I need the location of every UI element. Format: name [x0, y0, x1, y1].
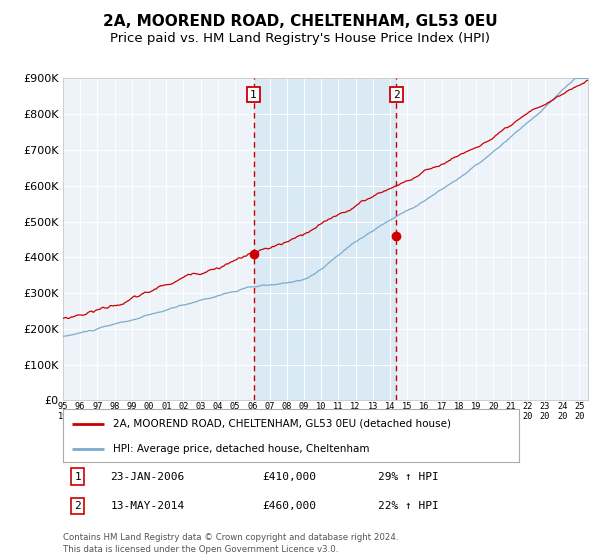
Bar: [254, 78, 397, 400]
Text: 1: 1: [250, 90, 257, 100]
Text: 2: 2: [74, 501, 81, 511]
Text: 2A, MOOREND ROAD, CHELTENHAM, GL53 0EU (detached house): 2A, MOOREND ROAD, CHELTENHAM, GL53 0EU (…: [113, 419, 451, 429]
Text: Price paid vs. HM Land Registry's House Price Index (HPI): Price paid vs. HM Land Registry's House …: [110, 32, 490, 45]
Text: 23-JAN-2006: 23-JAN-2006: [110, 472, 185, 482]
Text: 22% ↑ HPI: 22% ↑ HPI: [378, 501, 439, 511]
Text: HPI: Average price, detached house, Cheltenham: HPI: Average price, detached house, Chel…: [113, 444, 370, 454]
Text: £460,000: £460,000: [263, 501, 317, 511]
Text: £410,000: £410,000: [263, 472, 317, 482]
Text: 1: 1: [74, 472, 81, 482]
Text: 2: 2: [393, 90, 400, 100]
Text: 2A, MOOREND ROAD, CHELTENHAM, GL53 0EU: 2A, MOOREND ROAD, CHELTENHAM, GL53 0EU: [103, 14, 497, 29]
Text: This data is licensed under the Open Government Licence v3.0.: This data is licensed under the Open Gov…: [63, 545, 338, 554]
Text: Contains HM Land Registry data © Crown copyright and database right 2024.: Contains HM Land Registry data © Crown c…: [63, 533, 398, 542]
Text: 29% ↑ HPI: 29% ↑ HPI: [378, 472, 439, 482]
Text: 13-MAY-2014: 13-MAY-2014: [110, 501, 185, 511]
